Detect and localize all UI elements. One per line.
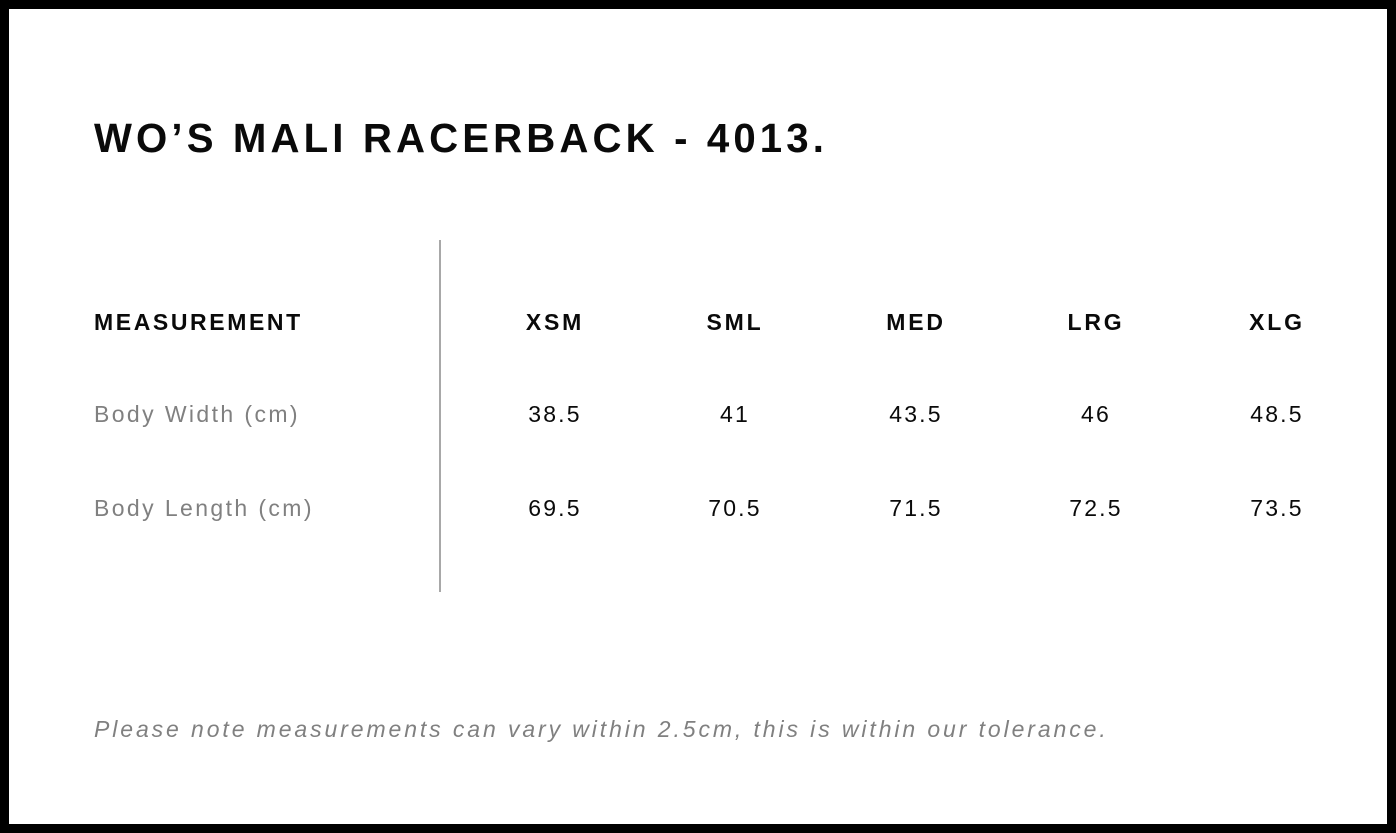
measurement-header: MEASUREMENT xyxy=(94,309,303,335)
tolerance-note: Please note measurements can vary within… xyxy=(94,716,1109,742)
cell-value: 73.5 xyxy=(1250,495,1304,521)
cell-value: 46 xyxy=(1081,401,1111,427)
cell-value: 71.5 xyxy=(889,495,943,521)
size-chart-card: WO’S MALI RACERBACK - 4013. MEASUREMENT … xyxy=(9,9,1387,824)
size-header-xlg: XLG xyxy=(1249,309,1305,335)
page-title: WO’S MALI RACERBACK - 4013. xyxy=(94,115,828,161)
cell-value: 72.5 xyxy=(1069,495,1123,521)
cell-value: 70.5 xyxy=(708,495,762,521)
cell-value: 43.5 xyxy=(889,401,943,427)
cell-value: 41 xyxy=(720,401,750,427)
cell-value: 48.5 xyxy=(1250,401,1304,427)
row-label-body-length: Body Length (cm) xyxy=(94,495,314,521)
row-label-body-width: Body Width (cm) xyxy=(94,401,300,427)
column-divider xyxy=(439,240,441,592)
cell-value: 69.5 xyxy=(528,495,582,521)
cell-value: 38.5 xyxy=(528,401,582,427)
size-header-sml: SML xyxy=(706,309,764,335)
size-header-xsm: XSM xyxy=(525,309,585,335)
size-header-med: MED xyxy=(886,309,946,335)
size-header-lrg: LRG xyxy=(1067,309,1125,335)
